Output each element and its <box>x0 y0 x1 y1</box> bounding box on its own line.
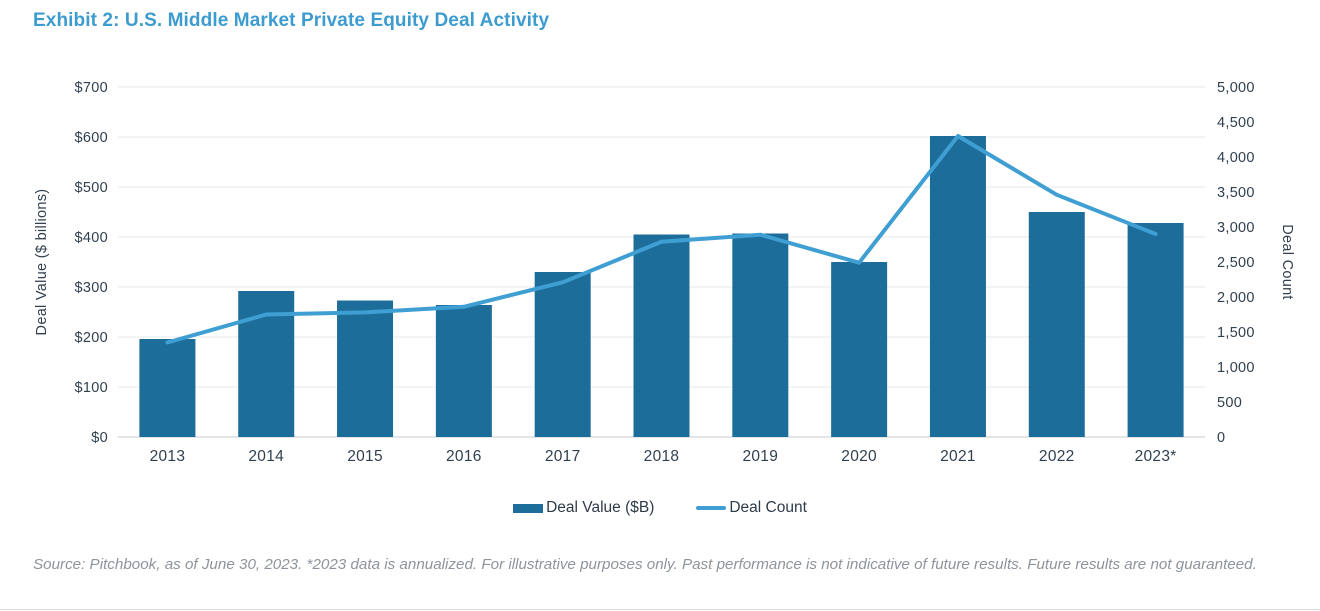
source-note: Source: Pitchbook, as of June 30, 2023. … <box>33 556 1257 573</box>
right-axis-tick: 500 <box>1217 395 1242 411</box>
deal-count-swatch-icon <box>696 506 727 510</box>
bar-2016 <box>435 305 492 437</box>
right-axis-tick: 3,500 <box>1217 185 1255 201</box>
page-title: Exhibit 2: U.S. Middle Market Private Eq… <box>33 10 550 31</box>
left-axis-tick: $400 <box>75 230 108 246</box>
bar-2018 <box>633 234 690 437</box>
left-axis-tick: $300 <box>75 280 108 296</box>
x-axis-label-2016: 2016 <box>446 448 482 465</box>
x-axis-label-2019: 2019 <box>742 448 778 465</box>
left-axis-tick: $200 <box>75 330 108 346</box>
bar-2023* <box>1127 223 1184 437</box>
chart-area: $0 $100 $200 $300 $400 $500 $600 $700 0 500 1,000 1… <box>0 60 1320 475</box>
x-axis-label-2013: 2013 <box>150 448 186 465</box>
x-axis-label-2015: 2015 <box>347 448 383 465</box>
bar-2013 <box>139 339 196 437</box>
right-axis-tick: 3,000 <box>1217 220 1255 236</box>
left-axis-tick: $500 <box>75 180 108 196</box>
bar-2021 <box>929 136 986 437</box>
left-axis-title: Deal Value ($ billions) <box>34 189 50 336</box>
left-axis-tick: $600 <box>75 130 108 146</box>
x-axis-label-2022: 2022 <box>1039 448 1075 465</box>
right-axis-tick: 1,000 <box>1217 360 1255 376</box>
deal-activity-chart: $0 $100 $200 $300 $400 $500 $600 $700 0 500 1,000 1… <box>34 80 1295 465</box>
legend-item-deal-value: Deal Value ($B) <box>513 499 654 517</box>
x-axis-label-2017: 2017 <box>545 448 581 465</box>
x-axis-label-2018: 2018 <box>644 448 680 465</box>
bar-2020 <box>831 262 888 437</box>
x-axis-label-2021: 2021 <box>940 448 976 465</box>
legend-label-deal-count: Deal Count <box>729 499 807 516</box>
deal-count-line <box>165 134 1158 345</box>
legend-item-deal-count: Deal Count <box>696 499 807 517</box>
bar-2017 <box>534 272 591 437</box>
deal-value-swatch-icon <box>513 503 544 513</box>
right-axis-tick: 4,500 <box>1217 115 1255 131</box>
right-axis-tick: 4,000 <box>1217 150 1255 166</box>
x-axis-label-2023*: 2023* <box>1135 448 1177 465</box>
left-axis-tick: $700 <box>75 80 108 96</box>
bar-2015 <box>337 300 394 437</box>
left-axis-tick: $0 <box>91 430 108 446</box>
bar-2019 <box>732 233 789 437</box>
left-axis-tick: $100 <box>75 380 108 396</box>
right-axis-tick: 2,500 <box>1217 255 1255 271</box>
legend-label-deal-value: Deal Value ($B) <box>546 499 655 516</box>
right-axis-tick: 5,000 <box>1217 80 1255 96</box>
bar-2022 <box>1028 212 1085 437</box>
right-axis-tick: 0 <box>1217 430 1225 446</box>
bottom-divider <box>0 609 1320 610</box>
x-axis-label-2020: 2020 <box>841 448 877 465</box>
chart-legend: Deal Value ($B) Deal Count <box>0 499 1320 517</box>
right-axis-tick: 2,000 <box>1217 290 1255 306</box>
right-axis-tick: 1,500 <box>1217 325 1255 341</box>
x-axis-label-2014: 2014 <box>248 448 284 465</box>
right-axis-title: Deal Count <box>1279 224 1295 300</box>
